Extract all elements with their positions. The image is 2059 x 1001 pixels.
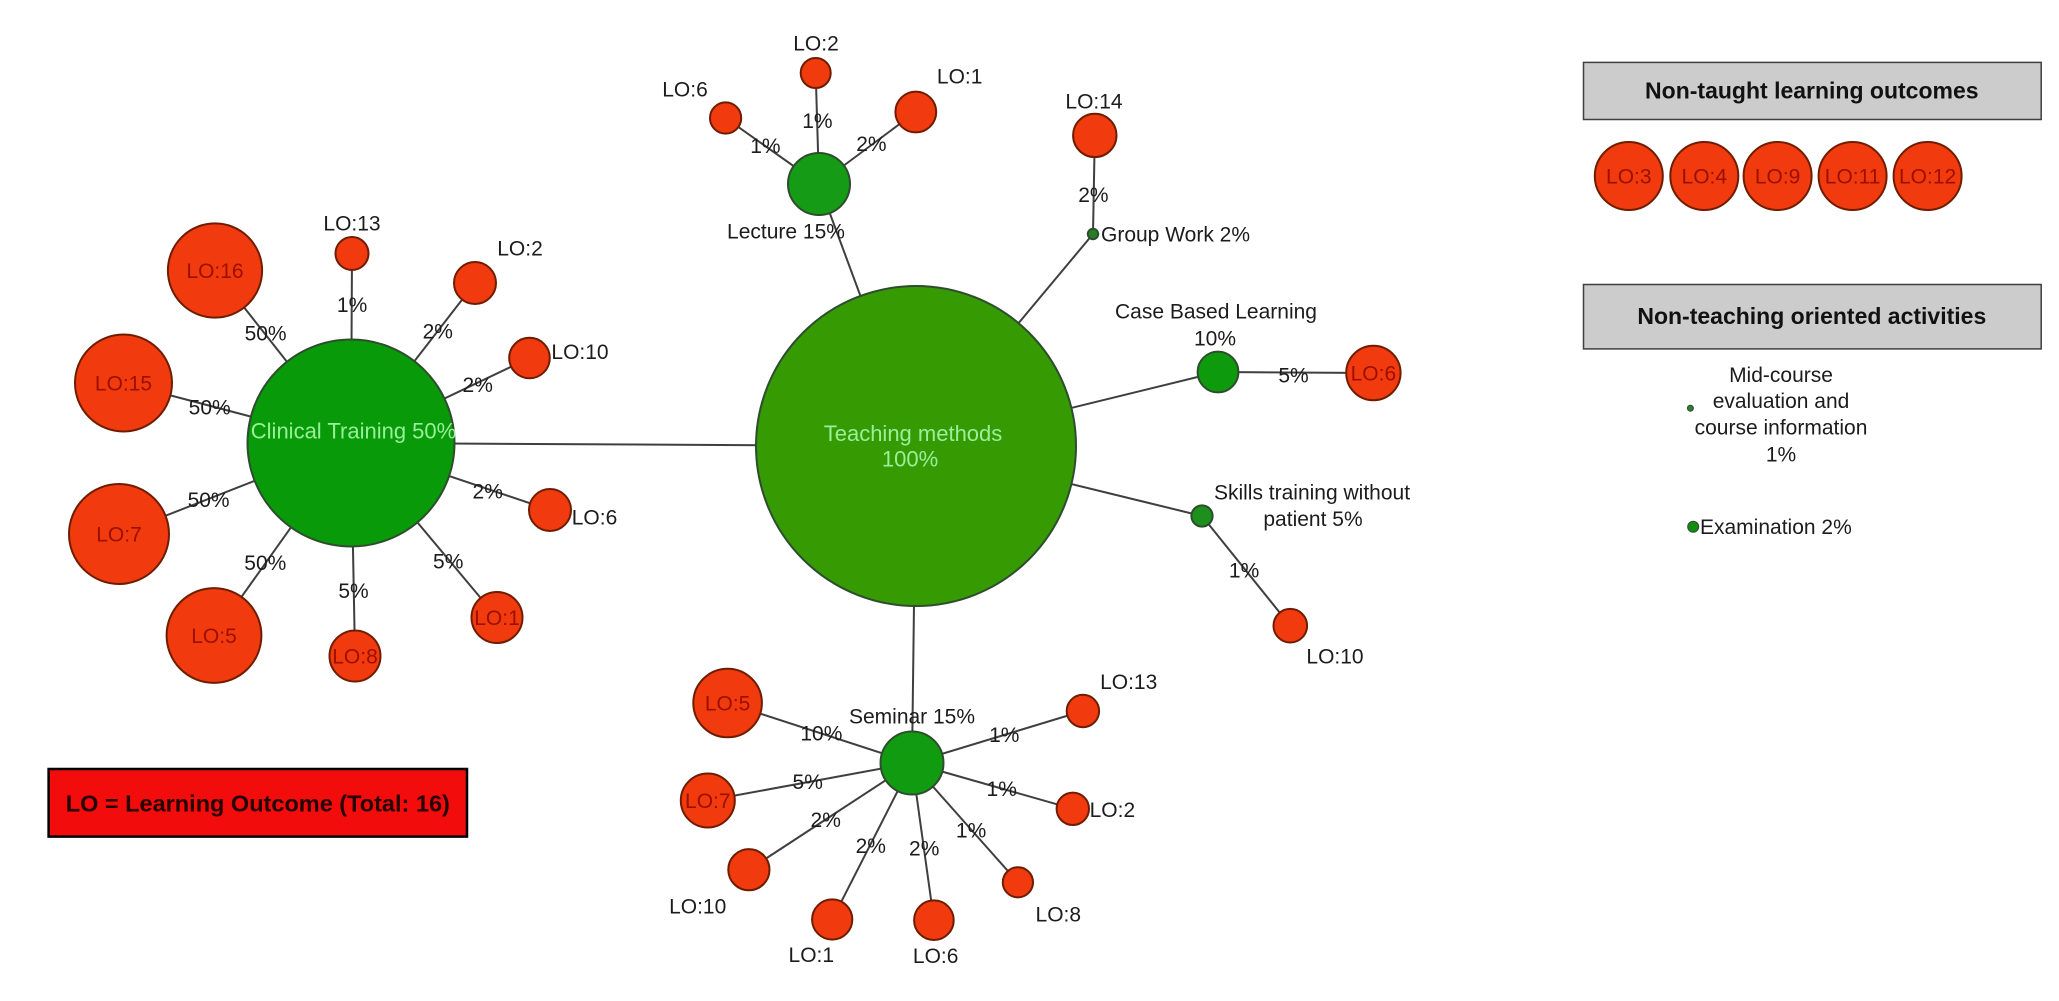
svg-text:50%: 50% (189, 397, 231, 420)
svg-text:1%: 1% (956, 820, 986, 843)
svg-text:LO:5: LO:5 (705, 692, 751, 715)
svg-text:1%: 1% (802, 110, 832, 133)
svg-text:LO:11: LO:11 (1825, 165, 1881, 188)
svg-text:LO:5: LO:5 (191, 625, 237, 648)
svg-text:Teaching methods: Teaching methods (824, 421, 1003, 446)
svg-text:LO:16: LO:16 (186, 260, 243, 283)
svg-text:5%: 5% (793, 771, 823, 794)
svg-text:Skills training without: Skills training without (1214, 481, 1410, 504)
svg-text:50%: 50% (245, 323, 287, 346)
svg-text:LO:10: LO:10 (551, 341, 608, 364)
svg-text:course information: course information (1695, 417, 1868, 440)
svg-text:LO:13: LO:13 (323, 212, 380, 235)
svg-text:LO:13: LO:13 (1100, 671, 1157, 694)
svg-text:5%: 5% (433, 550, 463, 573)
svg-text:1%: 1% (1766, 443, 1796, 466)
svg-text:1%: 1% (987, 778, 1017, 801)
svg-text:LO:6: LO:6 (572, 506, 618, 529)
svg-text:LO:8: LO:8 (1036, 903, 1082, 926)
svg-text:Non-taught learning outcomes: Non-taught learning outcomes (1645, 78, 1979, 104)
svg-text:LO:10: LO:10 (669, 895, 726, 918)
svg-text:2%: 2% (463, 374, 493, 397)
svg-text:LO:6: LO:6 (662, 78, 708, 101)
svg-text:LO:1: LO:1 (474, 607, 520, 630)
svg-text:LO:2: LO:2 (1090, 799, 1136, 822)
svg-text:LO:7: LO:7 (96, 523, 142, 546)
svg-text:LO:10: LO:10 (1306, 646, 1363, 669)
svg-text:1%: 1% (989, 724, 1019, 747)
svg-text:1%: 1% (750, 135, 780, 158)
svg-text:LO:7: LO:7 (685, 790, 731, 813)
svg-text:100%: 100% (882, 447, 938, 472)
svg-text:LO:6: LO:6 (1351, 362, 1397, 385)
svg-text:Non-teaching oriented activiti: Non-teaching oriented activities (1637, 303, 1986, 329)
svg-text:LO:1: LO:1 (937, 66, 983, 89)
svg-text:LO:6: LO:6 (913, 945, 959, 968)
svg-text:LO:2: LO:2 (497, 237, 543, 260)
svg-text:2%: 2% (856, 835, 886, 858)
svg-text:2%: 2% (423, 321, 453, 344)
svg-text:Clinical Training 50%: Clinical Training 50% (251, 419, 456, 444)
svg-text:LO:1: LO:1 (789, 944, 835, 967)
svg-text:2%: 2% (909, 837, 939, 860)
svg-text:10%: 10% (1194, 327, 1236, 350)
svg-text:LO:4: LO:4 (1682, 165, 1728, 188)
svg-text:5%: 5% (338, 580, 368, 603)
svg-text:patient 5%: patient 5% (1263, 508, 1362, 531)
svg-text:Seminar 15%: Seminar 15% (849, 705, 975, 728)
svg-text:50%: 50% (188, 489, 230, 512)
svg-text:LO:9: LO:9 (1755, 165, 1801, 188)
svg-text:Examination 2%: Examination 2% (1700, 516, 1852, 539)
svg-text:1%: 1% (1229, 559, 1259, 582)
svg-text:Case Based Learning: Case Based Learning (1115, 300, 1317, 323)
svg-text:LO = Learning Outcome (Total:: LO = Learning Outcome (Total: 16) (66, 791, 450, 817)
svg-text:2%: 2% (1078, 184, 1108, 207)
svg-text:Lecture 15%: Lecture 15% (727, 220, 845, 243)
svg-text:LO:14: LO:14 (1065, 90, 1123, 113)
svg-text:1%: 1% (337, 294, 367, 317)
svg-text:2%: 2% (473, 481, 503, 504)
svg-text:Group Work 2%: Group Work 2% (1101, 223, 1250, 246)
svg-text:50%: 50% (244, 552, 286, 575)
svg-text:Mid-course: Mid-course (1729, 364, 1833, 387)
svg-text:5%: 5% (1278, 364, 1308, 387)
svg-text:evaluation and: evaluation and (1713, 390, 1850, 413)
svg-text:10%: 10% (800, 722, 842, 745)
svg-text:LO:3: LO:3 (1606, 165, 1652, 188)
svg-text:2%: 2% (856, 133, 886, 156)
svg-text:LO:2: LO:2 (793, 32, 839, 55)
svg-text:LO:12: LO:12 (1899, 165, 1956, 188)
svg-text:LO:15: LO:15 (95, 372, 152, 395)
svg-text:LO:8: LO:8 (332, 645, 378, 668)
svg-text:2%: 2% (811, 809, 841, 832)
